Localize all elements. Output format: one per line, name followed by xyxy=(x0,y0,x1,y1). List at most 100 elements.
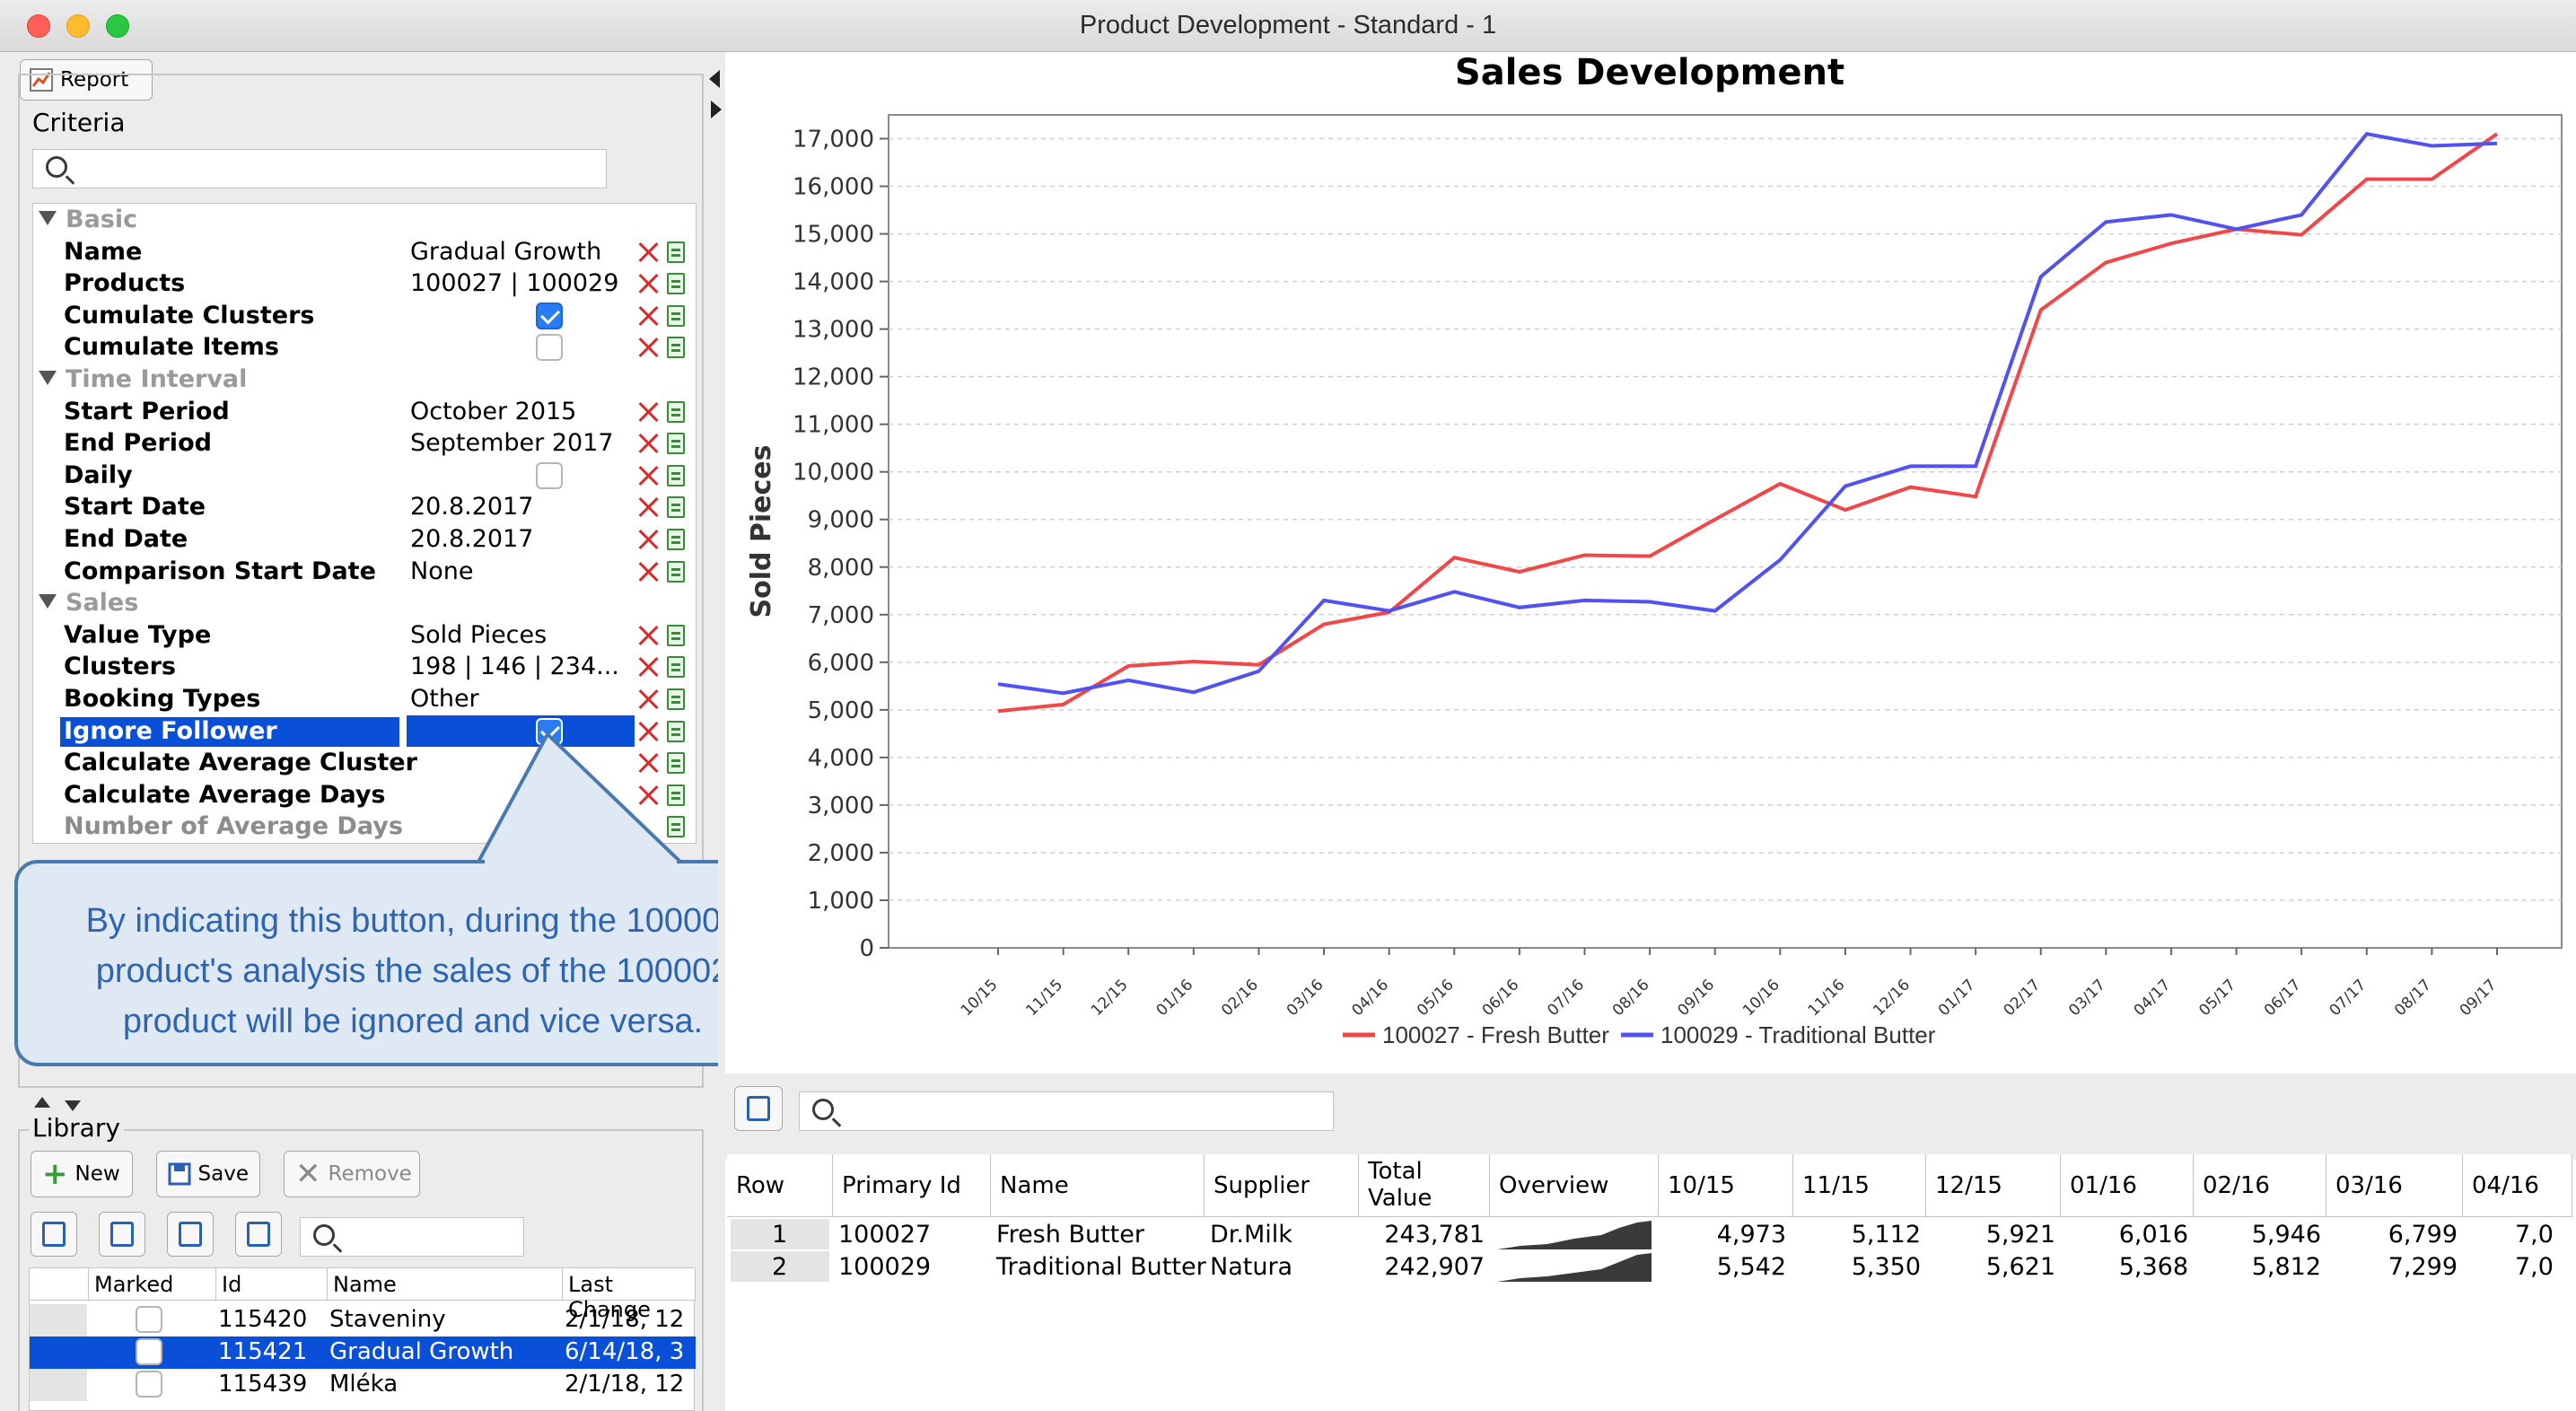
x-tick-label: 03/17 xyxy=(2065,976,2109,1020)
search-icon xyxy=(313,1224,335,1246)
new-button[interactable]: + New xyxy=(31,1151,133,1197)
y-axis-label: Sold Pieces xyxy=(746,444,777,618)
pick-icon[interactable] xyxy=(667,304,685,327)
pick-icon[interactable] xyxy=(667,400,685,423)
marked-checkbox[interactable] xyxy=(136,1306,162,1333)
y-tick-label: 4,000 xyxy=(808,745,874,772)
grid-clipboard-button[interactable] xyxy=(734,1086,783,1131)
splitter-up-arrow-icon[interactable] xyxy=(34,1097,50,1108)
library-col-last-change[interactable]: Last Change xyxy=(563,1268,696,1322)
grid-col-overview[interactable]: Overview xyxy=(1490,1154,1659,1217)
cumulate-clusters-checkbox[interactable] xyxy=(536,302,563,329)
grid-row[interactable]: 1 100027 Fresh Butter Dr.Milk 243,781 4,… xyxy=(727,1219,2572,1251)
report-button[interactable]: Report xyxy=(20,59,153,101)
pick-icon[interactable] xyxy=(667,464,685,486)
property-row-booking-types[interactable]: Booking Types Other xyxy=(33,683,696,715)
pick-icon[interactable] xyxy=(667,784,685,806)
grid-col-name[interactable]: Name xyxy=(991,1154,1205,1217)
remove-button[interactable]: ✕ Remove xyxy=(284,1151,420,1197)
splitter-down-arrow-icon[interactable] xyxy=(65,1100,81,1111)
grid-col-02-16[interactable]: 02/16 xyxy=(2194,1154,2326,1217)
property-row-cumulate-clusters[interactable]: Cumulate Clusters xyxy=(33,300,696,332)
pick-icon[interactable] xyxy=(667,656,685,679)
check-all-icon xyxy=(42,1222,66,1247)
pick-icon[interactable] xyxy=(667,273,685,295)
clipboard-button[interactable] xyxy=(235,1212,282,1257)
pick-icon[interactable] xyxy=(667,496,685,519)
y-tick-label: 3,000 xyxy=(808,793,874,819)
save-button[interactable]: Save xyxy=(156,1151,260,1197)
pick-icon[interactable] xyxy=(667,688,685,710)
minimize-window-button[interactable] xyxy=(66,14,90,38)
property-row-clusters[interactable]: Clusters 198 | 146 | 234... xyxy=(33,651,696,683)
cumulate-items-checkbox[interactable] xyxy=(536,334,563,362)
grid-row[interactable]: 2 100029 Traditional Butter Natura 242,9… xyxy=(727,1251,2572,1284)
property-row-number-of-average-days: Number of Average Days xyxy=(33,811,696,843)
grid-col-11-15[interactable]: 11/15 xyxy=(1793,1154,1926,1217)
daily-checkbox[interactable] xyxy=(536,461,563,489)
grid-search-input[interactable] xyxy=(799,1091,1334,1131)
row-header xyxy=(30,1304,87,1337)
library-col-id[interactable]: Id xyxy=(216,1268,328,1301)
library-row-selected[interactable]: 115421 Gradual Growth 6/14/18, 3 xyxy=(30,1337,696,1369)
library-col-name[interactable]: Name xyxy=(328,1268,563,1301)
library-row[interactable]: 115439 Mléka 2/1/18, 12 xyxy=(30,1369,696,1401)
property-row-value-type[interactable]: Value Type Sold Pieces xyxy=(33,619,696,652)
marked-checkbox[interactable] xyxy=(136,1371,162,1398)
grid-col-03-16[interactable]: 03/16 xyxy=(2326,1154,2463,1217)
grid-col-04-16[interactable]: 04/16 xyxy=(2463,1154,2572,1217)
grid-col-row[interactable]: Row xyxy=(727,1154,833,1217)
collapse-triangle-icon[interactable] xyxy=(39,211,57,225)
collapse-triangle-icon[interactable] xyxy=(39,594,57,609)
collapse-left-arrow-icon[interactable] xyxy=(709,70,720,88)
criteria-search-input[interactable] xyxy=(32,149,607,188)
y-tick-label: 12,000 xyxy=(793,364,874,391)
library-col-marked[interactable]: Marked xyxy=(89,1268,216,1301)
help-button[interactable] xyxy=(167,1212,214,1257)
section-basic[interactable]: Basic xyxy=(33,204,696,236)
section-sales[interactable]: Sales xyxy=(33,587,696,619)
property-row-daily[interactable]: Daily xyxy=(33,460,696,492)
property-row-end-period[interactable]: End Period September 2017 xyxy=(33,427,696,460)
section-time-interval[interactable]: Time Interval xyxy=(33,364,696,396)
grid-col-total-value[interactable]: Total Value xyxy=(1359,1154,1490,1217)
property-row-name[interactable]: Name Gradual Growth xyxy=(33,236,696,268)
panel-divider[interactable] xyxy=(718,52,725,1411)
remove-x-icon: ✕ xyxy=(295,1156,321,1192)
zoom-window-button[interactable] xyxy=(106,14,129,38)
pick-icon[interactable] xyxy=(667,816,685,838)
check-all-button[interactable] xyxy=(31,1212,77,1257)
pick-icon[interactable] xyxy=(667,720,685,742)
pick-icon[interactable] xyxy=(667,624,685,646)
grid-col-10-15[interactable]: 10/15 xyxy=(1659,1154,1793,1217)
property-row-start-date[interactable]: Start Date 20.8.2017 xyxy=(33,491,696,523)
grid-col-12-15[interactable]: 12/15 xyxy=(1926,1154,2061,1217)
library-row[interactable]: 115420 Staveniny 2/1/18, 12 xyxy=(30,1304,696,1337)
pick-icon[interactable] xyxy=(667,560,685,583)
copy-button[interactable] xyxy=(99,1212,145,1257)
grid-col-primary-id[interactable]: Primary Id xyxy=(833,1154,991,1217)
x-tick-label: 11/16 xyxy=(1805,976,1849,1020)
selected-cell xyxy=(407,714,635,747)
grid-col-supplier[interactable]: Supplier xyxy=(1205,1154,1359,1217)
property-row-products[interactable]: Products 100027 | 100029 xyxy=(33,267,696,300)
property-row-end-date[interactable]: End Date 20.8.2017 xyxy=(33,523,696,556)
pick-icon[interactable] xyxy=(667,337,685,359)
grid-col-01-16[interactable]: 01/16 xyxy=(2061,1154,2194,1217)
collapse-triangle-icon[interactable] xyxy=(39,370,57,385)
property-row-start-period[interactable]: Start Period October 2015 xyxy=(33,396,696,428)
pick-icon[interactable] xyxy=(667,433,685,455)
property-row-ignore-follower-products[interactable]: Ignore Follower Products xyxy=(33,714,696,773)
pick-icon[interactable] xyxy=(667,241,685,263)
y-tick-label: 11,000 xyxy=(793,412,874,439)
pick-icon[interactable] xyxy=(667,528,685,550)
pick-icon[interactable] xyxy=(667,752,685,775)
property-row-cumulate-items[interactable]: Cumulate Items xyxy=(33,331,696,364)
library-search-input[interactable] xyxy=(300,1217,524,1257)
close-window-button[interactable] xyxy=(27,14,50,38)
collapse-right-arrow-icon[interactable] xyxy=(711,101,722,118)
marked-checkbox[interactable] xyxy=(136,1338,162,1365)
property-row-comparison-start-date[interactable]: Comparison Start Date None xyxy=(33,556,696,588)
overview-sparkline xyxy=(1497,1253,1652,1282)
grid-toolbar xyxy=(725,1074,2576,1160)
